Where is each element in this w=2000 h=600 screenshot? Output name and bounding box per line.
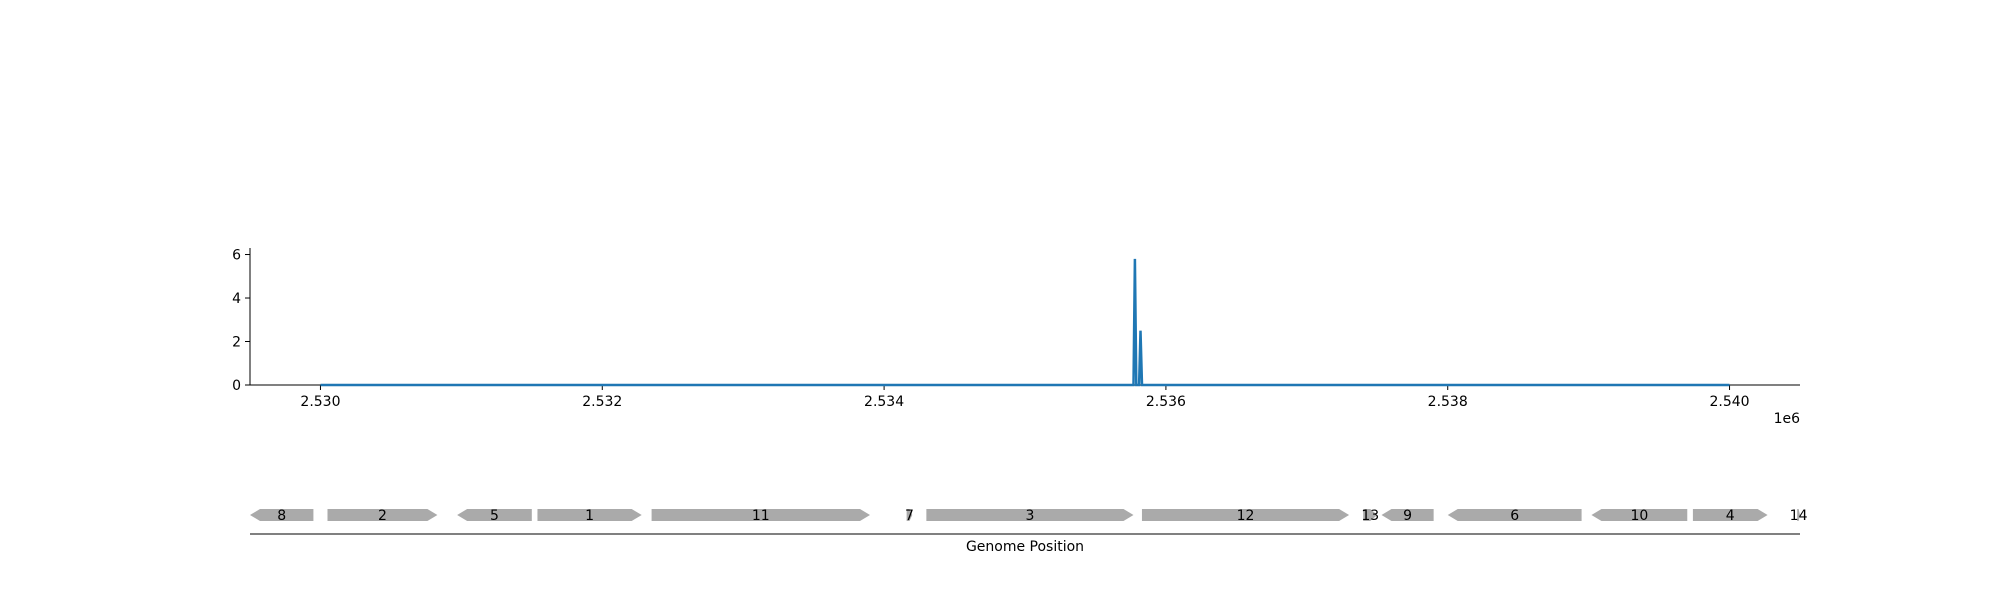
gene-label: 7	[905, 508, 914, 524]
gene-arrow	[1692, 509, 1768, 521]
x-tick-label: 2.532	[582, 394, 622, 410]
gene-map: 8 2 5 1 11 7 3 12 13 9 6 10 4 14 Genome Position	[250, 508, 1808, 555]
gene-arrow	[1797, 509, 1800, 521]
gene-label: 5	[490, 508, 499, 524]
y-tick-label: 6	[232, 248, 241, 264]
x-tick-label: 2.534	[864, 394, 904, 410]
x-tick-label: 2.538	[1428, 394, 1468, 410]
gene-label: 6	[1510, 508, 1519, 524]
gene-label: 14	[1790, 508, 1808, 524]
gene-arrow	[1381, 509, 1434, 521]
gene-label: 8	[277, 508, 286, 524]
gene-label: 10	[1630, 508, 1648, 524]
coverage-plot: 0 2 4 6 2.530 2.532 2.534 2.536 2.538 2.540 1e6	[232, 248, 1800, 427]
gene-label: 12	[1237, 508, 1255, 524]
gene-arrow	[250, 509, 314, 521]
gene-arrow	[906, 509, 913, 521]
gene-map-xlabel: Genome Position	[966, 539, 1084, 555]
gene-arrow	[1447, 509, 1582, 521]
series-layer	[320, 258, 1730, 387]
gene-arrow	[327, 509, 438, 521]
gene-label: 3	[1025, 508, 1034, 524]
y-tick-label: 0	[232, 378, 241, 394]
gene-arrow	[1141, 509, 1350, 521]
y-ticks: 0 2 4 6	[232, 248, 250, 394]
gene-label: 1	[585, 508, 594, 524]
gene-arrow	[457, 509, 532, 521]
gene-label: 9	[1403, 508, 1412, 524]
coverage-series-line	[320, 258, 1730, 387]
gene-layer: 8 2 5 1 11 7 3 12 13 9 6 10 4 14	[250, 508, 1808, 524]
y-tick-label: 2	[232, 335, 241, 351]
gene-label: 11	[752, 508, 770, 524]
gene-label: 4	[1726, 508, 1735, 524]
gene-label: 2	[378, 508, 387, 524]
gene-arrow	[537, 509, 642, 521]
gene-arrow	[1591, 509, 1688, 521]
gene-label: 13	[1361, 508, 1379, 524]
gene-arrow	[1363, 509, 1378, 521]
x-tick-label: 2.530	[300, 394, 340, 410]
x-ticks: 2.530 2.532 2.534 2.536 2.538 2.540	[300, 385, 1750, 410]
x-offset-label: 1e6	[1774, 411, 1801, 427]
gene-arrow	[926, 509, 1134, 521]
gene-arrow	[651, 509, 870, 521]
y-tick-label: 4	[232, 291, 241, 307]
x-tick-label: 2.540	[1709, 394, 1749, 410]
x-tick-label: 2.536	[1146, 394, 1186, 410]
